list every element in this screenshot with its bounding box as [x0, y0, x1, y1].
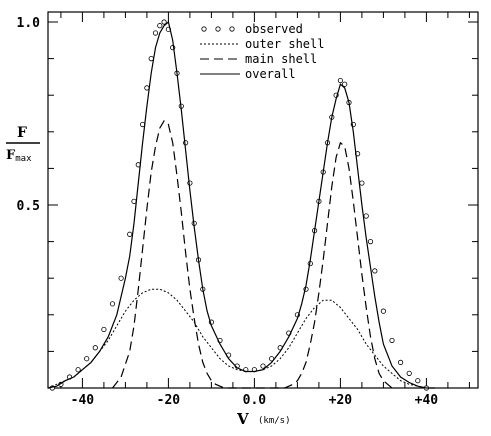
- x-axis-title-label: V: [236, 410, 249, 428]
- x-axis-title: V (km/s): [236, 410, 291, 428]
- observed-point: [406, 370, 412, 376]
- observed-point: [389, 337, 395, 344]
- y-axis-title-denominator-sub: max: [15, 154, 32, 164]
- x-tick-label: +40: [415, 393, 439, 408]
- observed-point: [118, 275, 124, 281]
- observed-point: [380, 308, 386, 314]
- y-axis-title-denominator-main: F: [6, 148, 16, 163]
- observed-point: [144, 85, 150, 91]
- observed-point: [157, 23, 163, 29]
- x-tick-label: 0.0: [243, 393, 267, 408]
- observed-point: [342, 81, 348, 87]
- x-tick-label: -20: [157, 393, 181, 408]
- observed-point: [397, 359, 404, 365]
- x-tick-label: -40: [71, 393, 95, 408]
- legend-marker-observed: [201, 26, 207, 32]
- y-axis-title-numerator: F: [17, 125, 27, 141]
- tick-labels: -40 -20 0.0 +20 +40 1.0 0.5: [17, 16, 439, 408]
- observed-point: [367, 239, 374, 245]
- observed-point: [75, 367, 81, 373]
- legend-label-outer-shell: outer shell: [245, 37, 324, 51]
- series-outer-shell-line: [47, 288, 435, 389]
- y-tick-label: 1.0: [17, 16, 41, 31]
- legend-label-observed: observed: [245, 22, 303, 36]
- observed-point: [415, 378, 421, 384]
- observed-point: [131, 198, 137, 204]
- series-overall-line: [47, 20, 435, 389]
- observed-point: [359, 180, 365, 186]
- y-axis-title: F Fmax: [6, 125, 40, 164]
- legend-label-main-shell: main shell: [245, 52, 317, 66]
- series-main-shell-line: [112, 119, 393, 389]
- observed-point: [260, 363, 266, 369]
- observed-point: [337, 77, 343, 84]
- observed-point: [127, 231, 133, 237]
- observed-point: [372, 268, 378, 274]
- series-layer: [47, 19, 435, 391]
- observed-point: [92, 345, 98, 351]
- observed-point: [161, 19, 167, 25]
- legend-marker-observed: [215, 26, 221, 32]
- y-tick-label: 0.5: [17, 199, 40, 214]
- legend-marker-observed: [229, 26, 235, 32]
- observed-point: [84, 356, 90, 362]
- observed-point: [101, 326, 107, 333]
- observed-point: [363, 213, 369, 219]
- observed-point: [152, 30, 159, 36]
- observed-point: [148, 55, 154, 62]
- x-axis-title-unit: (km/s): [258, 416, 291, 426]
- y-axis-title-denominator: Fmax: [6, 148, 32, 164]
- series-observed: [49, 19, 429, 391]
- legend-label-overall: overall: [245, 67, 296, 81]
- observed-point: [109, 301, 116, 307]
- x-tick-label: +20: [329, 393, 353, 408]
- axis-ticks: [48, 12, 478, 389]
